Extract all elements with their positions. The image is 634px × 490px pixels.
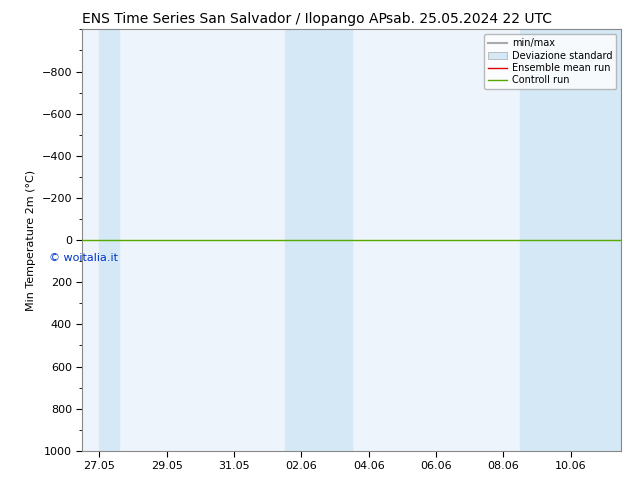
- Legend: min/max, Deviazione standard, Ensemble mean run, Controll run: min/max, Deviazione standard, Ensemble m…: [484, 34, 616, 89]
- Text: ENS Time Series San Salvador / Ilopango AP: ENS Time Series San Salvador / Ilopango …: [82, 12, 387, 26]
- Text: © woitalia.it: © woitalia.it: [49, 253, 118, 263]
- Y-axis label: Min Temperature 2m (°C): Min Temperature 2m (°C): [26, 170, 36, 311]
- Bar: [521, 29, 621, 451]
- Text: sab. 25.05.2024 22 UTC: sab. 25.05.2024 22 UTC: [385, 12, 552, 26]
- Bar: [100, 29, 119, 451]
- Bar: [285, 29, 352, 451]
